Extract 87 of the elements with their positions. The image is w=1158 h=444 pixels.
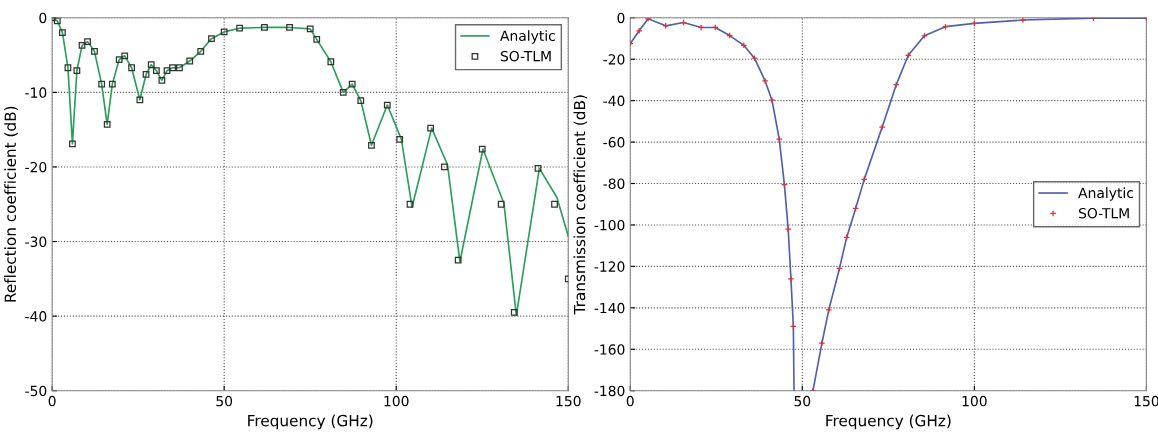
y-tick-label: -50 [25, 385, 47, 397]
x-tick-label: 150 [1134, 395, 1158, 407]
point [169, 64, 176, 72]
y-tick-label: -80 [603, 178, 625, 189]
point [115, 56, 123, 63]
point [78, 41, 86, 49]
point [818, 339, 826, 347]
point [59, 29, 66, 37]
point [147, 61, 155, 69]
point [220, 28, 228, 36]
point [383, 101, 391, 109]
point [825, 306, 833, 314]
y-tick-label: -180 [594, 385, 625, 397]
point [478, 145, 486, 153]
y-tick-label: -60 [603, 137, 625, 148]
point [348, 80, 356, 88]
legend-label: Analytic [500, 30, 555, 44]
point [197, 47, 205, 55]
point [186, 57, 194, 65]
point [497, 200, 505, 208]
y-tick-label: -100 [594, 219, 625, 231]
point [441, 163, 448, 171]
point [103, 121, 111, 128]
y-tick-label: -10 [25, 87, 47, 98]
legend-label: SO-TLM [1079, 207, 1129, 219]
y-tick-label: 0 [39, 12, 47, 24]
point [510, 308, 518, 316]
legend-label: SO-TLM [500, 50, 551, 62]
point [286, 24, 293, 31]
point [158, 77, 166, 84]
point [64, 64, 72, 72]
legend-label: Analytic [1078, 187, 1134, 201]
point [208, 35, 215, 43]
y-axis-title: Transmission coefficient (dB) [573, 95, 588, 315]
point [53, 17, 61, 25]
y-axis-title: Reflection coefficient (dB) [4, 106, 18, 302]
point [121, 52, 129, 60]
point [406, 200, 414, 208]
point [327, 58, 335, 66]
point [761, 77, 769, 85]
x-tick-label: 50 [216, 395, 233, 407]
y-tick-label: -30 [25, 236, 47, 248]
point [1019, 17, 1027, 24]
point [357, 97, 365, 104]
y-tick-label: -20 [603, 54, 625, 65]
point [69, 140, 76, 148]
point [306, 25, 314, 33]
point [163, 67, 171, 75]
point [152, 67, 160, 75]
point [313, 35, 321, 43]
point [142, 71, 150, 78]
y-tick-label: -20 [25, 161, 47, 173]
point [128, 64, 136, 72]
x-tick-label: 100 [384, 395, 409, 407]
point [644, 17, 652, 23]
point [84, 38, 91, 46]
point [368, 141, 375, 149]
point [176, 64, 183, 72]
point [787, 275, 795, 283]
x-tick-label: 0 [48, 395, 56, 407]
y-tick-label: -140 [594, 302, 625, 314]
point [73, 67, 81, 75]
point [551, 200, 558, 208]
point [768, 96, 776, 104]
point [396, 135, 404, 143]
point [98, 80, 106, 88]
point [261, 24, 268, 31]
point [236, 24, 244, 32]
x-tick-label: 0 [626, 395, 634, 407]
point [784, 225, 792, 233]
point [108, 80, 116, 88]
x-axis-title: Frequency (GHz) [248, 414, 373, 430]
point [136, 96, 144, 104]
x-tick-label: 100 [962, 395, 987, 407]
point [339, 88, 347, 96]
point [454, 256, 462, 264]
point [427, 124, 435, 132]
y-tick-label: -40 [603, 95, 625, 107]
y-tick-label: -160 [594, 344, 625, 355]
x-tick-label: 150 [556, 395, 581, 407]
y-tick-label: 0 [617, 12, 625, 24]
y-tick-label: -120 [594, 261, 625, 272]
point [91, 47, 98, 55]
x-tick-label: 50 [794, 395, 811, 407]
y-tick-label: -40 [25, 311, 47, 322]
x-axis-title: Frequency (GHz) [826, 414, 951, 430]
point [534, 165, 542, 172]
